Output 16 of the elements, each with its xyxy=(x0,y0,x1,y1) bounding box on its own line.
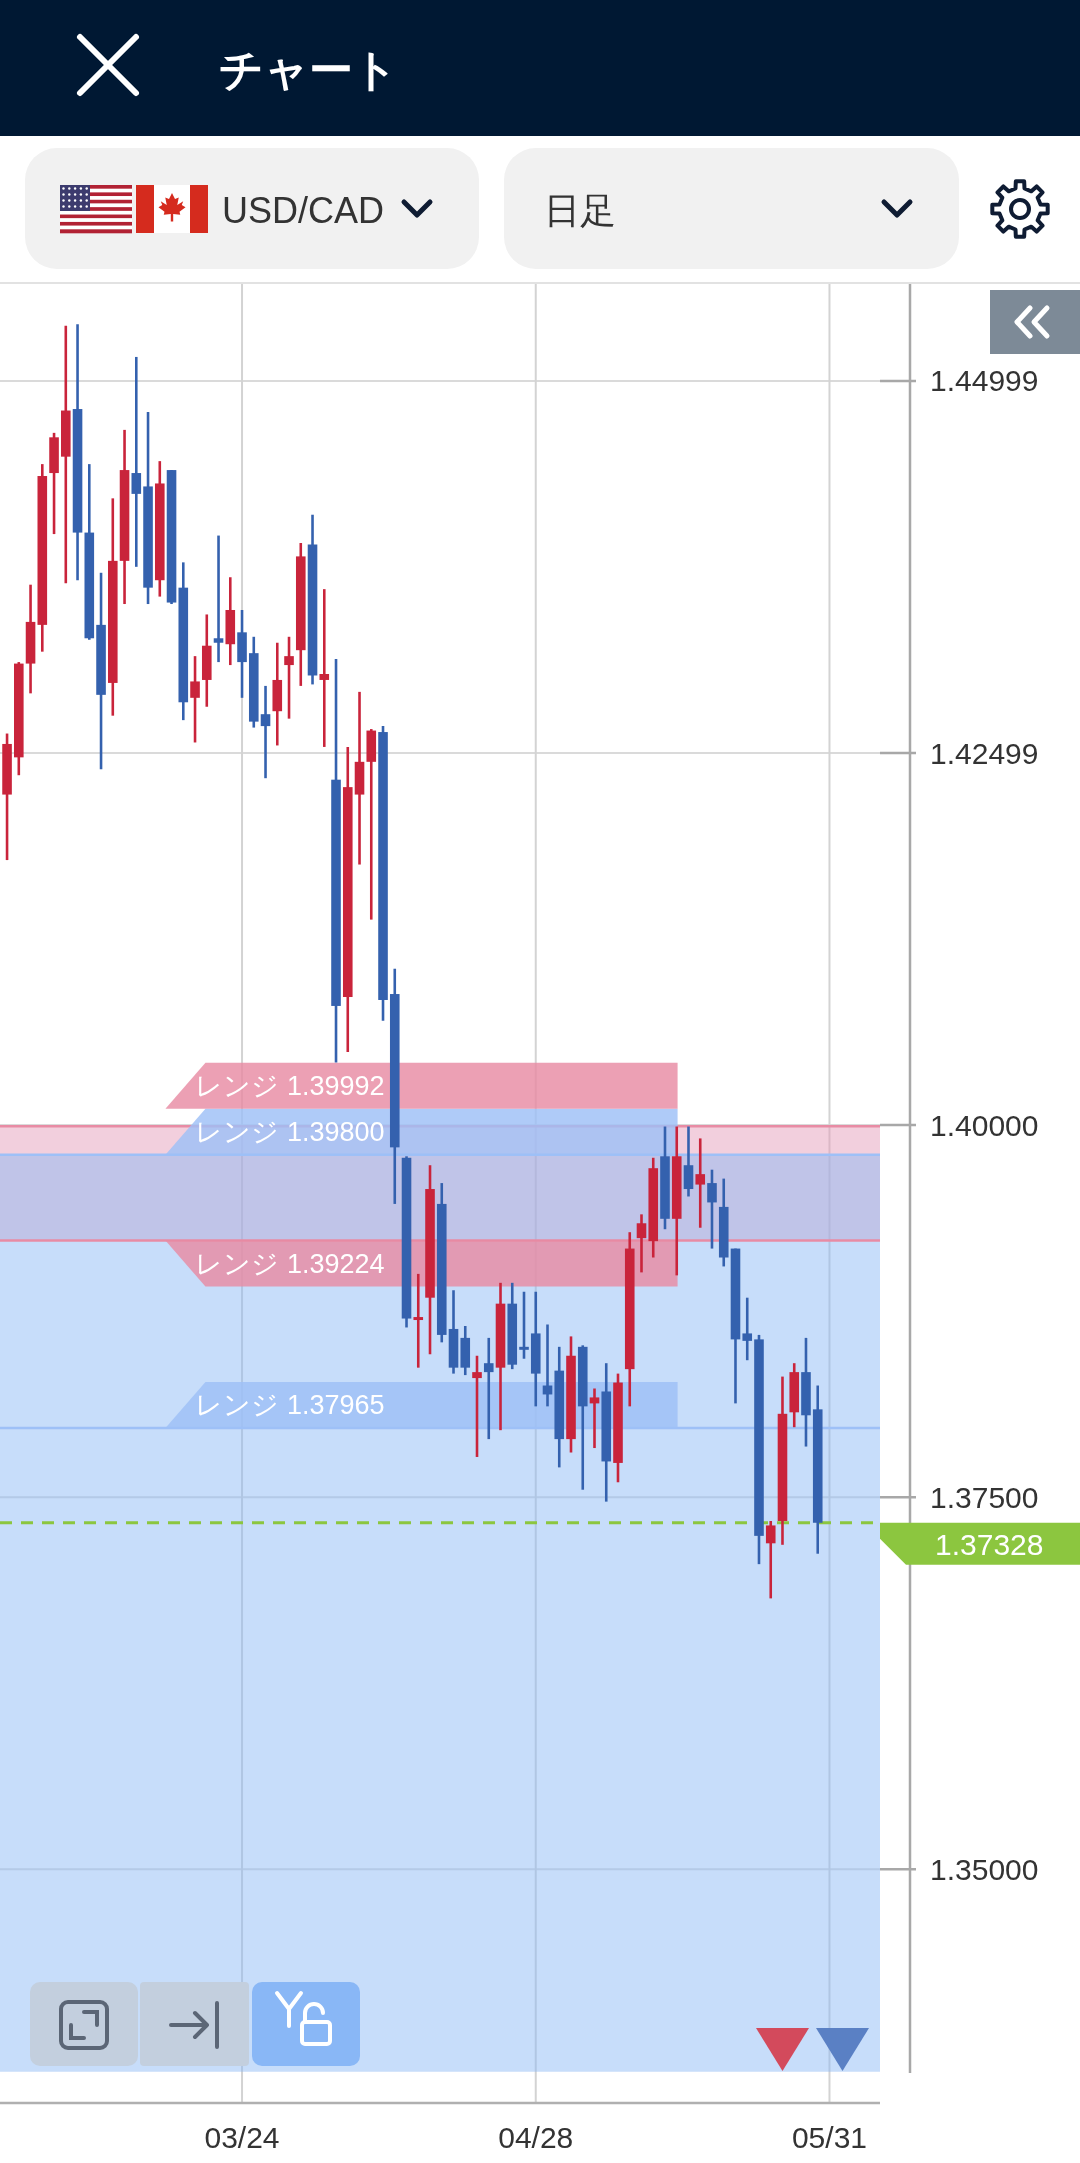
ref-line-label: 1.37328 xyxy=(935,1528,1044,1562)
chart-subtitle: USD/CAD xyxy=(222,189,385,231)
ref-line-label: レンジ 1.39800 xyxy=(195,1116,385,1147)
ref-line-label: レンジ 1.39224 xyxy=(195,1248,385,1279)
x-tick-label: 03/24 xyxy=(204,2120,280,2154)
x-tick-label: 04/28 xyxy=(498,2120,574,2154)
y-tick-label: 1.37500 xyxy=(930,1480,1039,1514)
ref-line-label: レンジ 1.39992 xyxy=(195,1070,385,1101)
x-tick-label: 05/31 xyxy=(791,2120,868,2154)
chart-title: チャート xyxy=(219,44,398,94)
text: 日足 xyxy=(544,189,616,231)
y-tick-label: 1.40000 xyxy=(930,1108,1039,1142)
y-tick-label: 1.35000 xyxy=(930,1852,1039,1886)
y-tick-label: 1.44999 xyxy=(930,364,1039,398)
ref-line-label: レンジ 1.37965 xyxy=(195,1389,385,1420)
y-tick-label: 1.42499 xyxy=(930,736,1039,770)
